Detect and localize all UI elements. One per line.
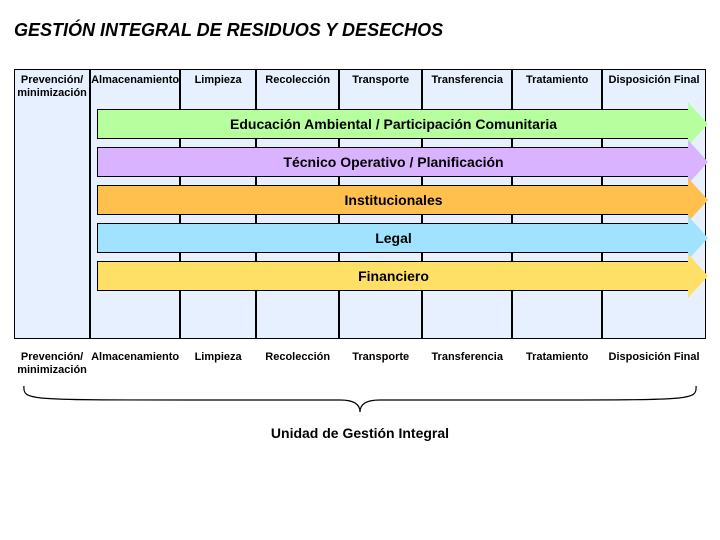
arrow-label: Financiero (97, 261, 689, 291)
cross-arrow: Educación Ambiental / Participación Comu… (97, 109, 708, 139)
stage-label: Disposición Final (602, 351, 706, 376)
page-title: GESTIÓN INTEGRAL DE RESIDUOS Y DESECHOS (14, 20, 706, 41)
stage-label: Prevención/ minimización (14, 351, 90, 376)
arrow-head-icon (688, 254, 708, 298)
curly-brace (14, 384, 706, 414)
stage-label: Tratamiento (512, 351, 602, 376)
stage-label: Transporte (339, 351, 422, 376)
unit-label: Unidad de Gestión Integral (14, 425, 706, 441)
cross-arrow: Técnico Operativo / Planificación (97, 147, 708, 177)
cross-arrow: Financiero (97, 261, 708, 291)
stage-label: Almacenamiento (90, 351, 180, 376)
stage-column: Prevención/ minimización (14, 69, 90, 339)
cross-arrow: Institucionales (97, 185, 708, 215)
stage-label: Transferencia (422, 351, 512, 376)
arrow-label: Institucionales (97, 185, 689, 215)
arrow-label: Educación Ambiental / Participación Comu… (97, 109, 689, 139)
stage-label: Recolección (256, 351, 339, 376)
stage-labels-bottom: Prevención/ minimizaciónAlmacenamientoLi… (14, 351, 706, 376)
cross-arrows: Educación Ambiental / Participación Comu… (97, 109, 708, 319)
stage-grid: Prevención/ minimizaciónAlmacenamientoLi… (14, 69, 706, 339)
cross-arrow: Legal (97, 223, 708, 253)
arrow-label: Técnico Operativo / Planificación (97, 147, 689, 177)
stage-label: Limpieza (180, 351, 256, 376)
arrow-label: Legal (97, 223, 689, 253)
